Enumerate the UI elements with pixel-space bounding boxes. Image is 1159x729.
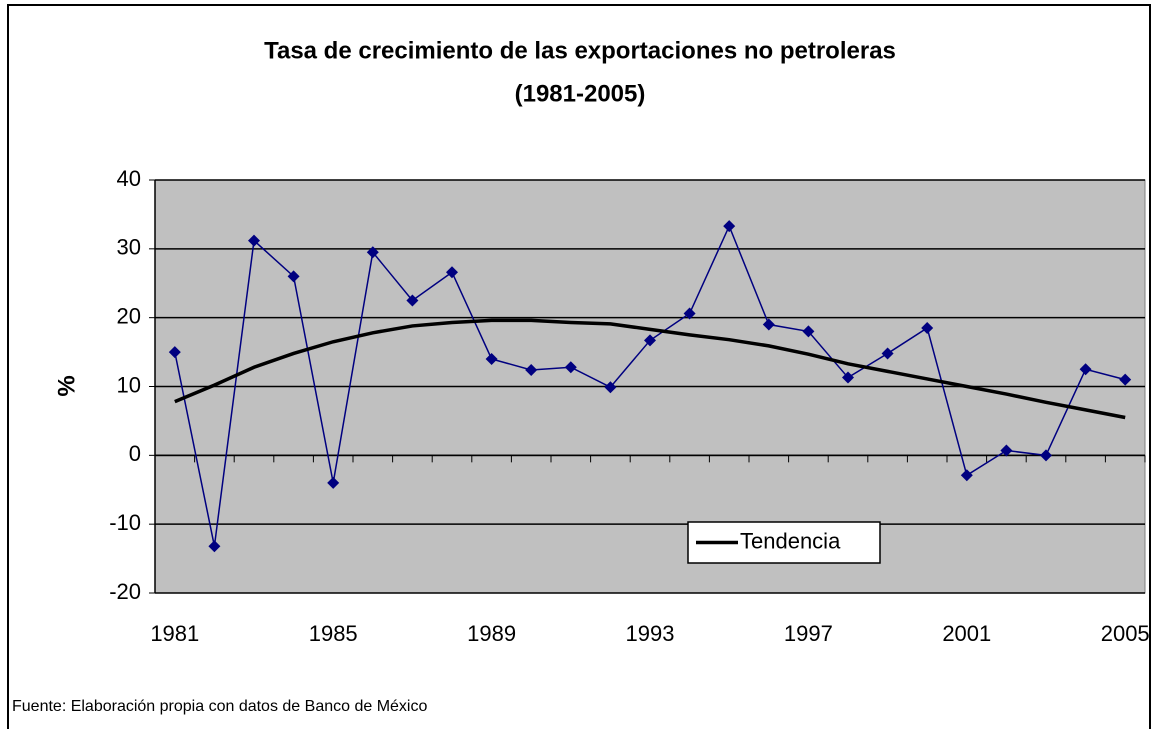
data-point xyxy=(921,321,934,334)
data-point xyxy=(960,469,973,482)
x-tick-label: 1989 xyxy=(467,621,516,646)
data-point xyxy=(1000,444,1013,457)
y-axis-label: % xyxy=(53,375,80,396)
data-point xyxy=(644,334,656,347)
trend-line xyxy=(174,318,1126,420)
source-note: Fuente: Elaboración propia con datos de … xyxy=(12,698,427,715)
data-point xyxy=(287,270,300,283)
y-tick-label: 0 xyxy=(129,441,141,466)
x-tick-label: 1981 xyxy=(150,621,199,646)
x-tick-label: 2001 xyxy=(942,621,991,646)
legend-label: Tendencia xyxy=(740,528,841,553)
data-point xyxy=(881,347,894,360)
data-point xyxy=(248,234,260,247)
x-tick-label: 1993 xyxy=(626,621,675,646)
data-point xyxy=(802,325,815,338)
data-point xyxy=(683,307,696,320)
data-point xyxy=(327,476,340,489)
data-point xyxy=(1119,373,1132,386)
y-tick-label: 30 xyxy=(117,235,141,260)
data-point xyxy=(406,294,419,307)
x-tick-label: 2005 xyxy=(1101,621,1150,646)
data-point xyxy=(564,361,577,374)
data-point xyxy=(485,352,498,365)
x-tick-label: 1985 xyxy=(309,621,358,646)
y-tick-label: 40 xyxy=(117,166,141,191)
data-point xyxy=(525,363,538,376)
data-point xyxy=(446,266,458,279)
chart-title: Tasa de crecimiento de las exportaciones… xyxy=(264,37,896,64)
y-tick-label: -10 xyxy=(109,510,141,535)
data-point xyxy=(1040,449,1052,462)
data-point xyxy=(762,318,775,331)
data-point xyxy=(604,381,617,394)
y-tick-label: 20 xyxy=(117,303,141,328)
data-point xyxy=(168,346,181,359)
x-tick-label: 1997 xyxy=(784,621,833,646)
data-point xyxy=(842,371,854,384)
y-tick-label: 10 xyxy=(117,372,141,397)
data-point xyxy=(1079,363,1092,376)
data-point xyxy=(366,246,379,259)
y-tick-label: -20 xyxy=(109,579,141,604)
data-point xyxy=(208,540,221,553)
chart-subtitle: (1981-2005) xyxy=(515,80,646,107)
data-point xyxy=(723,220,736,233)
